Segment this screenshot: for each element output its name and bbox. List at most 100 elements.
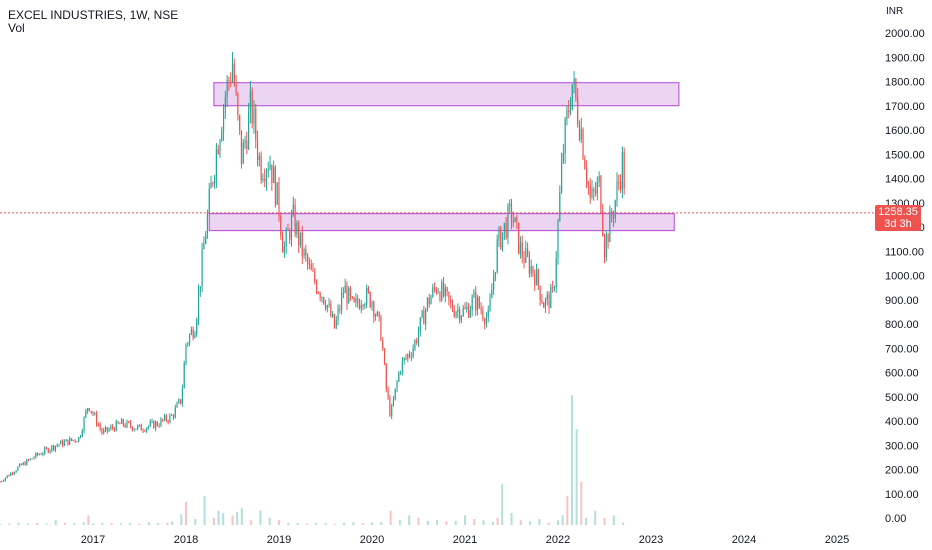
- candle-body: [526, 248, 529, 256]
- volume-bar: [622, 522, 625, 525]
- candle-body: [462, 308, 464, 316]
- candle-body: [360, 305, 362, 309]
- x-tick-label: 2025: [825, 534, 849, 546]
- candle-body: [355, 298, 357, 303]
- candle-body: [577, 98, 579, 125]
- candle-body: [88, 408, 91, 411]
- candle-body: [103, 429, 105, 434]
- y-tick-label: 400.00: [885, 416, 919, 428]
- candle-body: [562, 152, 564, 161]
- volume-bar: [166, 522, 169, 525]
- candle-body: [79, 436, 82, 438]
- candle-body: [292, 204, 294, 215]
- candle-body: [188, 334, 191, 344]
- volume-bar: [529, 521, 532, 525]
- candle-body: [501, 232, 504, 249]
- candle-body: [307, 255, 309, 264]
- candle-body: [11, 472, 14, 474]
- volume-bar: [101, 522, 104, 525]
- volume-bar: [594, 510, 597, 525]
- candle-body: [215, 148, 218, 178]
- candle-body: [340, 293, 343, 310]
- candle-body: [432, 287, 434, 297]
- candle-body: [566, 110, 568, 120]
- volume-bar: [380, 522, 383, 525]
- candle-body: [317, 292, 319, 294]
- candle-body: [589, 185, 591, 198]
- volume-bar: [426, 520, 429, 525]
- candle-body: [265, 170, 268, 181]
- volume-bar: [547, 522, 550, 525]
- candle-body: [203, 243, 205, 250]
- candle-body: [256, 139, 259, 160]
- candle-body: [619, 182, 622, 189]
- candle-body: [518, 222, 520, 254]
- candle-body: [457, 309, 459, 312]
- candle-body: [0, 481, 1, 483]
- candle-body: [348, 287, 350, 304]
- candle-body: [296, 223, 298, 235]
- candle-body: [448, 291, 450, 300]
- volume-bar: [87, 515, 90, 525]
- candle-body: [437, 292, 439, 294]
- candle-body: [552, 286, 554, 288]
- candle-body: [278, 182, 280, 217]
- candle-body: [205, 236, 207, 244]
- candle-body: [559, 192, 561, 221]
- candle-body: [582, 129, 584, 159]
- volume-bar: [538, 519, 541, 525]
- volume-bar: [557, 520, 559, 525]
- candle-body: [308, 263, 311, 265]
- volume-bar: [496, 517, 499, 525]
- candle-body: [156, 421, 158, 426]
- candle-body: [535, 269, 538, 286]
- candle-body: [163, 415, 166, 421]
- candle-body: [47, 448, 49, 453]
- candle-body: [144, 430, 146, 432]
- candle-body: [459, 309, 461, 321]
- candle-body: [401, 360, 404, 372]
- countdown-value: 3d 3h: [884, 217, 912, 230]
- candle-body: [453, 310, 455, 317]
- candle-body: [621, 152, 623, 189]
- candle-body: [391, 405, 393, 416]
- candle-body: [171, 414, 173, 416]
- candle-body: [271, 164, 273, 184]
- volume-bar: [8, 523, 11, 525]
- candle-body: [407, 354, 409, 359]
- candle-body: [95, 413, 98, 425]
- candle-body: [405, 357, 407, 359]
- candle-body: [70, 438, 73, 441]
- candle-body: [442, 282, 445, 296]
- candle-body: [174, 407, 176, 418]
- volume-bar: [454, 520, 457, 525]
- candle-body: [221, 130, 223, 141]
- candle-body: [63, 441, 65, 446]
- candle-body: [45, 447, 48, 449]
- candle-body: [321, 297, 323, 299]
- candle-body: [557, 220, 559, 258]
- candle-body: [516, 217, 518, 223]
- candle-body: [505, 222, 507, 238]
- candle-body: [439, 292, 441, 301]
- candle-body: [128, 421, 130, 423]
- candle-body: [374, 315, 377, 317]
- candle-body: [564, 119, 566, 153]
- candle-body: [469, 310, 471, 318]
- candle-body: [24, 462, 26, 466]
- candle-body: [417, 331, 420, 343]
- candle-body: [42, 453, 44, 455]
- y-tick-label: 1500.00: [885, 149, 925, 161]
- candle-body: [78, 437, 80, 442]
- candle-body: [310, 263, 312, 271]
- y-tick-label: 1900.00: [885, 52, 925, 64]
- candle-body: [108, 429, 110, 432]
- candle-body: [53, 445, 55, 450]
- volume-bar: [570, 395, 573, 525]
- candle-body: [389, 397, 391, 416]
- candle-body: [466, 306, 468, 309]
- candle-body: [85, 410, 87, 418]
- candle-body: [455, 311, 457, 317]
- candle-body: [146, 427, 148, 432]
